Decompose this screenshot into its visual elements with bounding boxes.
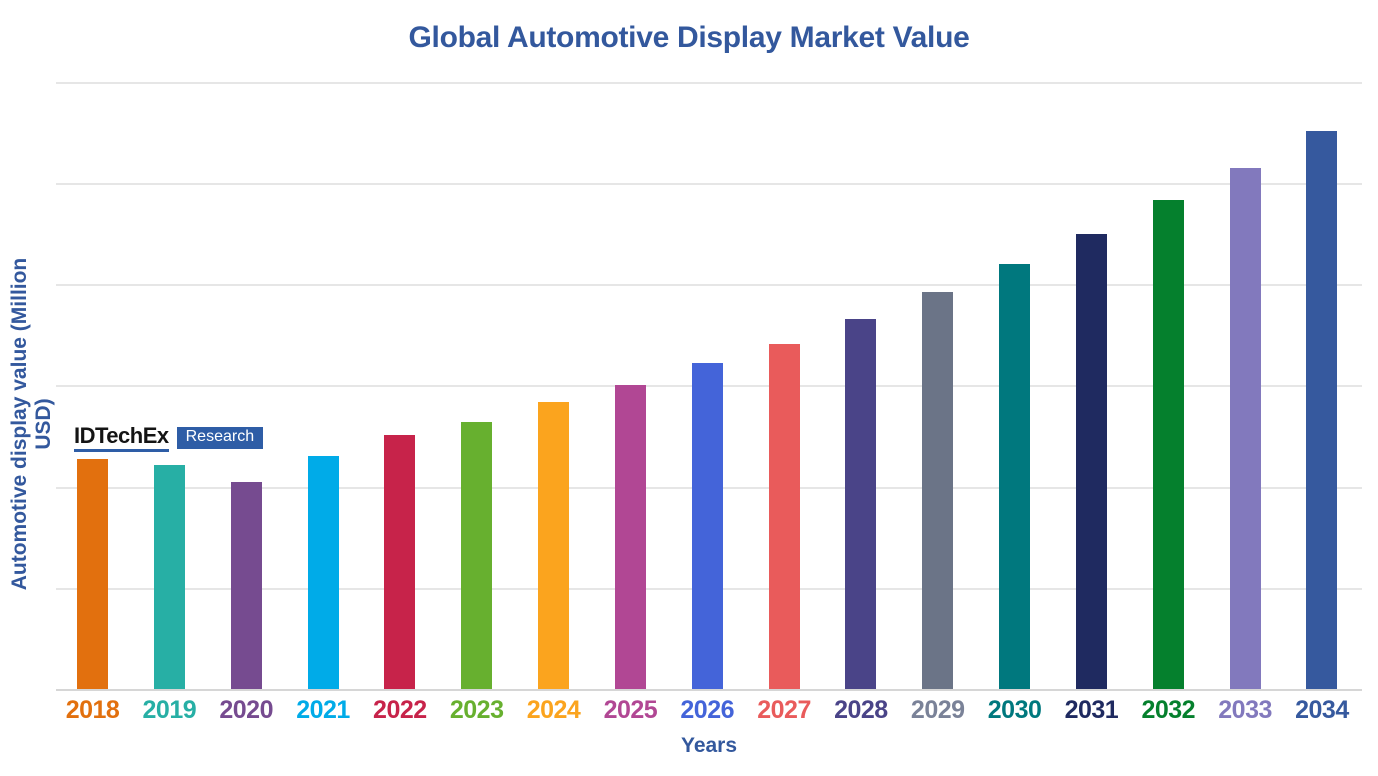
x-tick-2031: 2031 [1064, 696, 1119, 724]
x-tick-2032: 2032 [1141, 696, 1196, 724]
bar-2031 [1075, 233, 1107, 689]
x-tick-2028: 2028 [834, 696, 888, 724]
idtechex-logo-brand: IDTechEx [74, 424, 169, 452]
x-tick-2018: 2018 [65, 696, 120, 724]
x-axis-line [56, 689, 1362, 691]
x-tick-2024: 2024 [526, 696, 581, 724]
x-tick-2025: 2025 [603, 696, 658, 724]
idtechex-logo-research-badge: Research [176, 427, 264, 449]
x-tick-2034: 2034 [1295, 696, 1349, 724]
x-tick-2020: 2020 [219, 696, 273, 724]
bar-2027 [768, 343, 800, 689]
bar-2018 [77, 459, 108, 689]
y-axis-label: Automotive display value (Million USD) [8, 257, 55, 591]
x-tick-2030: 2030 [987, 696, 1042, 724]
x-axis-label: Years [680, 734, 738, 757]
bar-2024 [538, 401, 570, 689]
x-tick-2029: 2029 [910, 696, 965, 724]
bar-2030 [999, 263, 1031, 689]
chart-title: Global Automotive Display Market Value [408, 21, 970, 54]
gridline [56, 284, 1362, 287]
gridline [56, 183, 1362, 185]
x-tick-2022: 2022 [373, 696, 427, 724]
x-tick-2027: 2027 [757, 696, 811, 724]
x-tick-2026: 2026 [680, 696, 735, 724]
bar-2023 [461, 421, 493, 689]
idtechex-logo: IDTechEx Research [74, 424, 264, 452]
bar-2026 [691, 363, 723, 689]
bar-2025 [614, 385, 646, 689]
bar-2034 [1306, 131, 1338, 689]
bar-2028 [845, 318, 877, 689]
bar-2029 [922, 292, 954, 689]
bar-2019 [153, 465, 185, 689]
x-tick-2021: 2021 [296, 696, 350, 724]
bar-2032 [1152, 200, 1184, 689]
x-tick-2019: 2019 [142, 696, 197, 724]
x-tick-2023: 2023 [449, 696, 504, 724]
gridline [56, 81, 1362, 84]
bar-2033 [1229, 167, 1261, 689]
bar-2020 [230, 481, 262, 689]
bar-2021 [307, 456, 339, 689]
bar-2022 [384, 434, 416, 689]
x-tick-2033: 2033 [1218, 696, 1272, 724]
